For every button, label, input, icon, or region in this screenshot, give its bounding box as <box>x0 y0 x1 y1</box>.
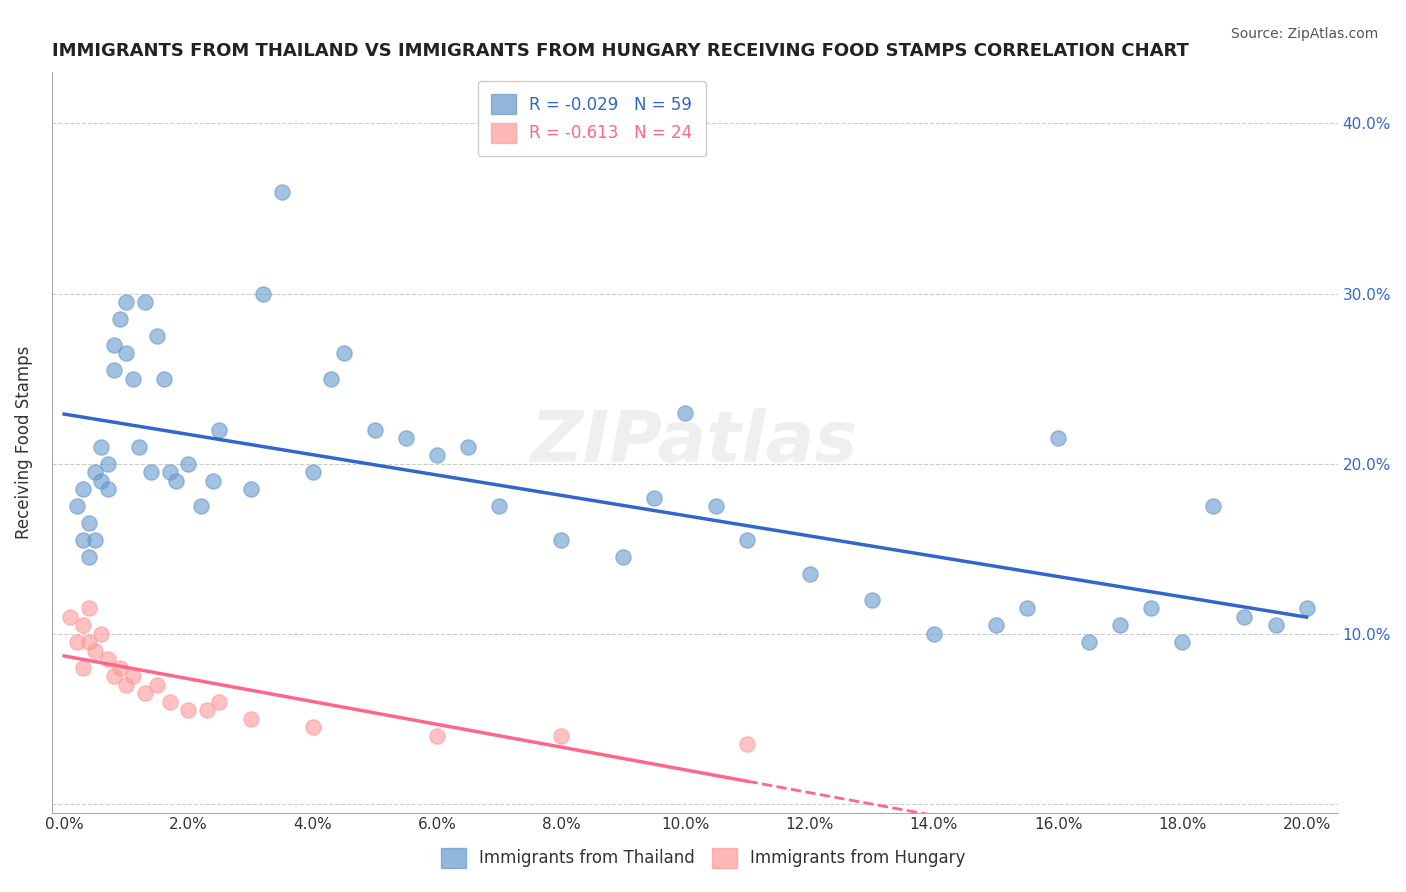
Point <box>426 448 449 462</box>
Point <box>134 295 156 310</box>
Legend: R = -0.029   N = 59, R = -0.613   N = 24: R = -0.029 N = 59, R = -0.613 N = 24 <box>478 81 706 156</box>
Point <box>737 738 759 752</box>
Point <box>72 661 94 675</box>
Point <box>252 286 274 301</box>
Point <box>239 712 262 726</box>
Point <box>159 695 181 709</box>
Point <box>108 312 131 326</box>
Point <box>72 533 94 548</box>
Text: Source: ZipAtlas.com: Source: ZipAtlas.com <box>1230 27 1378 41</box>
Point <box>860 592 883 607</box>
Point <box>426 729 449 743</box>
Point <box>103 669 125 683</box>
Point <box>1233 610 1256 624</box>
Point <box>139 465 162 479</box>
Point <box>195 703 218 717</box>
Point <box>208 695 231 709</box>
Legend: Immigrants from Thailand, Immigrants from Hungary: Immigrants from Thailand, Immigrants fro… <box>434 841 972 875</box>
Point <box>706 500 728 514</box>
Point <box>90 627 112 641</box>
Point <box>270 185 292 199</box>
Text: ZIPatlas: ZIPatlas <box>531 408 859 477</box>
Point <box>103 363 125 377</box>
Point <box>301 721 323 735</box>
Point <box>1015 601 1038 615</box>
Point <box>84 644 107 658</box>
Point <box>190 500 212 514</box>
Point <box>332 346 354 360</box>
Point <box>177 703 200 717</box>
Point <box>128 440 150 454</box>
Point <box>146 329 169 343</box>
Point <box>395 431 418 445</box>
Point <box>799 567 821 582</box>
Point <box>202 474 225 488</box>
Point <box>159 465 181 479</box>
Point <box>65 635 87 649</box>
Point <box>488 500 510 514</box>
Point <box>115 295 138 310</box>
Point <box>77 635 100 649</box>
Point <box>97 483 120 497</box>
Point <box>643 491 665 505</box>
Point <box>1171 635 1194 649</box>
Point <box>72 483 94 497</box>
Point <box>84 533 107 548</box>
Point <box>165 474 187 488</box>
Point <box>97 457 120 471</box>
Point <box>77 516 100 531</box>
Point <box>1202 500 1225 514</box>
Point <box>1047 431 1070 445</box>
Point <box>364 423 387 437</box>
Point <box>1109 618 1132 632</box>
Point <box>922 627 945 641</box>
Point <box>108 661 131 675</box>
Point <box>550 533 572 548</box>
Point <box>1295 601 1317 615</box>
Point <box>177 457 200 471</box>
Point <box>146 678 169 692</box>
Point <box>208 423 231 437</box>
Text: IMMIGRANTS FROM THAILAND VS IMMIGRANTS FROM HUNGARY RECEIVING FOOD STAMPS CORREL: IMMIGRANTS FROM THAILAND VS IMMIGRANTS F… <box>52 42 1188 60</box>
Point <box>121 372 143 386</box>
Point <box>239 483 262 497</box>
Point <box>77 601 100 615</box>
Point <box>97 652 120 666</box>
Point <box>77 550 100 565</box>
Point <box>134 686 156 700</box>
Point <box>321 372 343 386</box>
Point <box>115 346 138 360</box>
Point <box>84 465 107 479</box>
Point <box>103 337 125 351</box>
Y-axis label: Receiving Food Stamps: Receiving Food Stamps <box>15 346 32 539</box>
Point <box>152 372 174 386</box>
Point <box>984 618 1007 632</box>
Point <box>121 669 143 683</box>
Point <box>301 465 323 479</box>
Point <box>90 440 112 454</box>
Point <box>1140 601 1163 615</box>
Point <box>673 406 696 420</box>
Point <box>612 550 634 565</box>
Point <box>115 678 138 692</box>
Point <box>90 474 112 488</box>
Point <box>1078 635 1101 649</box>
Point <box>65 500 87 514</box>
Point <box>1264 618 1286 632</box>
Point <box>550 729 572 743</box>
Point <box>59 610 82 624</box>
Point <box>72 618 94 632</box>
Point <box>737 533 759 548</box>
Point <box>457 440 479 454</box>
